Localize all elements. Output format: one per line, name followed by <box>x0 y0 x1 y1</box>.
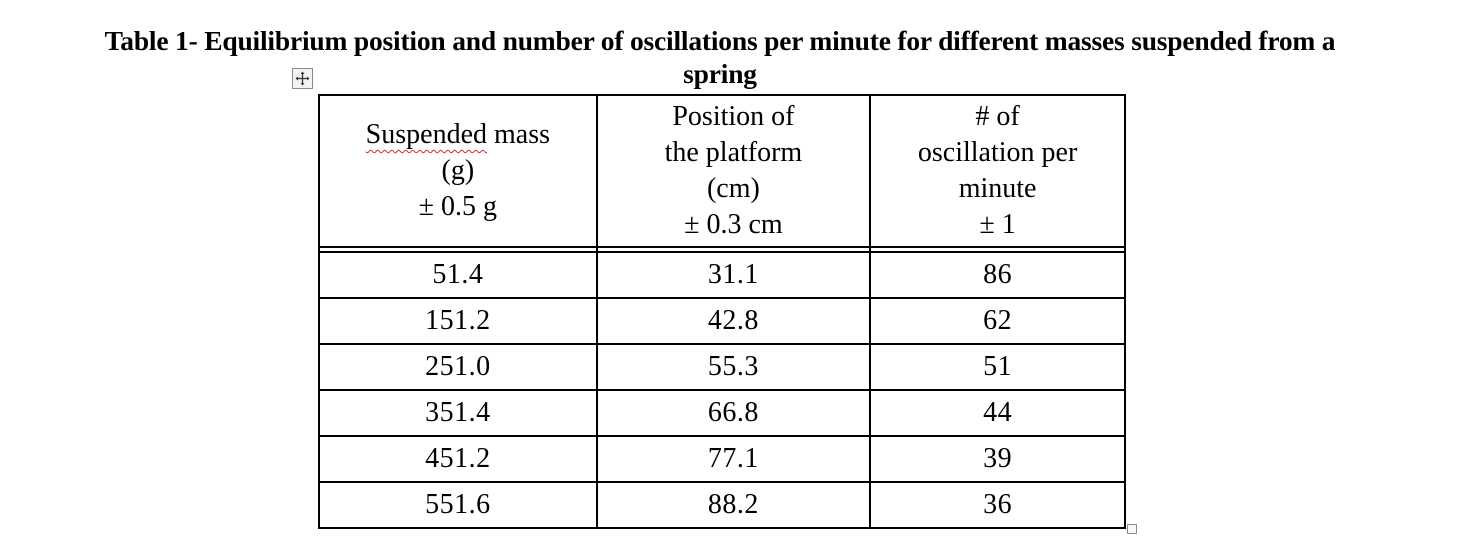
cell-oscillations[interactable]: 44 <box>869 389 1126 437</box>
table-row: 51.4 31.1 86 <box>318 251 1126 299</box>
cell-mass[interactable]: 151.2 <box>318 297 598 345</box>
header-platform-position[interactable]: Position of the platform (cm) ± 0.3 cm <box>595 94 872 248</box>
cell-position[interactable]: 77.1 <box>595 435 872 483</box>
caption-line-1: Table 1- Equilibrium position and number… <box>104 25 1336 56</box>
spellcheck-flagged-word[interactable]: Suspended <box>365 119 487 150</box>
table-caption: Table 1- Equilibrium position and number… <box>0 24 1440 90</box>
cell-position[interactable]: 55.3 <box>595 343 872 391</box>
cell-mass[interactable]: 351.4 <box>318 389 598 437</box>
cell-mass[interactable]: 451.2 <box>318 435 598 483</box>
cell-mass[interactable]: 551.6 <box>318 481 598 529</box>
cell-position[interactable]: 31.1 <box>595 251 872 299</box>
cell-oscillations[interactable]: 36 <box>869 481 1126 529</box>
header-suspended-mass[interactable]: Suspended mass (g) ± 0.5 g <box>318 94 598 248</box>
table-row: 451.2 77.1 39 <box>318 435 1126 483</box>
cell-mass[interactable]: 51.4 <box>318 251 598 299</box>
cell-position[interactable]: 66.8 <box>595 389 872 437</box>
caption-line-2: spring <box>683 58 757 89</box>
cell-oscillations[interactable]: 62 <box>869 297 1126 345</box>
cell-position[interactable]: 42.8 <box>595 297 872 345</box>
cell-oscillations[interactable]: 86 <box>869 251 1126 299</box>
cell-oscillations[interactable]: 39 <box>869 435 1126 483</box>
table-move-handle[interactable] <box>292 68 313 89</box>
table-row: 351.4 66.8 44 <box>318 389 1126 437</box>
table-header-row: Suspended mass (g) ± 0.5 g Position of t… <box>318 94 1126 248</box>
four-way-arrow-move-icon <box>295 71 310 86</box>
header-oscillations-per-minute[interactable]: # of oscillation per minute ± 1 <box>869 94 1126 248</box>
cell-mass[interactable]: 251.0 <box>318 343 598 391</box>
cell-position[interactable]: 88.2 <box>595 481 872 529</box>
data-table: Suspended mass (g) ± 0.5 g Position of t… <box>318 94 1126 529</box>
cell-oscillations[interactable]: 51 <box>869 343 1126 391</box>
table-row: 551.6 88.2 36 <box>318 481 1126 529</box>
header-separator-row <box>318 246 1126 253</box>
table-row: 251.0 55.3 51 <box>318 343 1126 391</box>
table-row: 151.2 42.8 62 <box>318 297 1126 345</box>
table-resize-handle[interactable] <box>1127 524 1137 534</box>
